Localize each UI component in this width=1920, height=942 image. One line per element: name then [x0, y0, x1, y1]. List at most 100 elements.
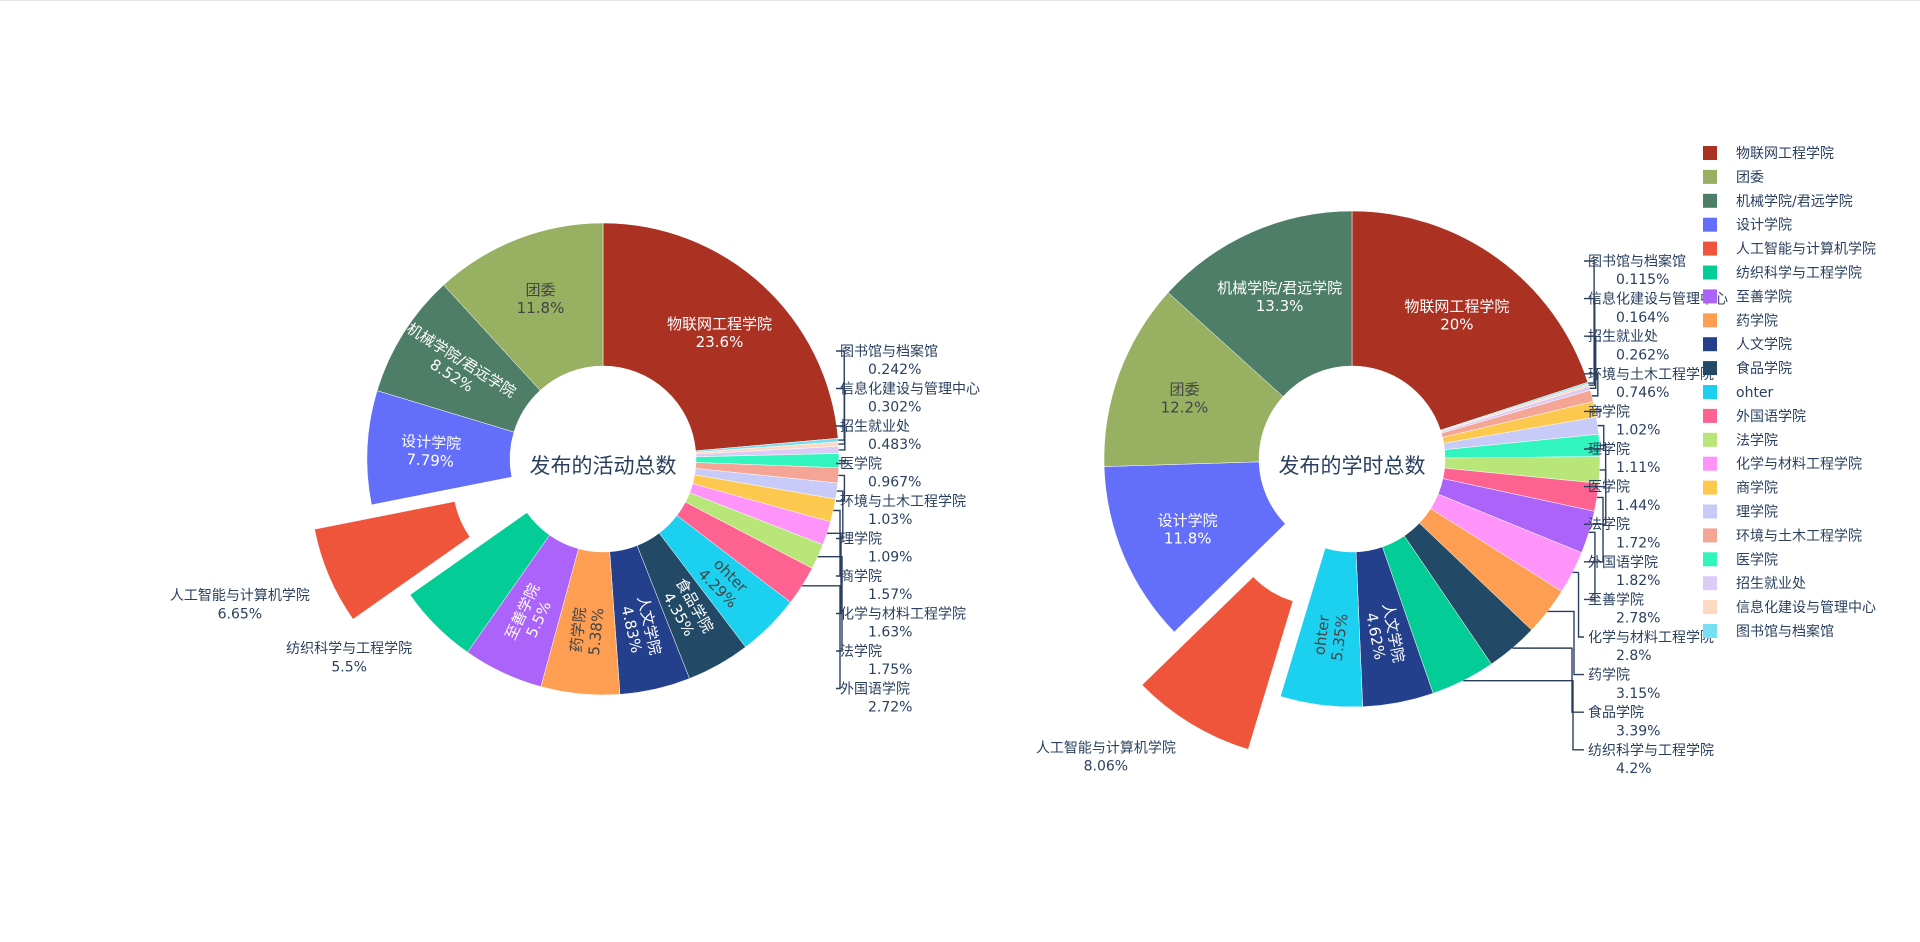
slice-16[interactable] [1280, 547, 1363, 708]
outside-label: 纺织科学与工程学院 4.2% [1588, 743, 1714, 777]
legend-item[interactable]: 招生就业处 [1703, 576, 1806, 592]
legend-item[interactable]: 理学院 [1703, 504, 1778, 521]
legend-item[interactable]: 信息化建设与管理中心 [1703, 599, 1876, 616]
slice-label: 设计学院7.79% [400, 432, 462, 471]
outside-label: 信息化建设与管理中心 0.302% [840, 381, 980, 416]
outside-pct-text: 0.115% [1616, 272, 1669, 288]
leader-line [836, 425, 846, 451]
leader-line [1584, 335, 1597, 390]
legend-item[interactable]: 医学院 [1703, 552, 1778, 568]
outside-pct-text: 1.44% [1616, 498, 1660, 514]
outside-name-text: 法学院 [1588, 517, 1630, 533]
outside-pct-text: 1.75% [868, 662, 912, 678]
slice-pct-text: 13.3% [1256, 297, 1304, 315]
outside-pct-text: 1.63% [868, 625, 912, 641]
legend-label: 纺织科学与工程学院 [1736, 266, 1862, 282]
slice-20[interactable] [443, 222, 604, 391]
outside-name-text: 图书馆与档案馆 [840, 343, 938, 360]
legend-item[interactable]: 机械学院/君远学院 [1703, 193, 1853, 210]
outside-name-text: 商学院 [1588, 404, 1630, 420]
legend-item[interactable]: 团委 [1703, 169, 1764, 186]
leader-line [833, 509, 841, 577]
outside-label: 商学院 1.57% [840, 569, 912, 603]
legend-label: 食品学院 [1736, 360, 1792, 377]
outside-pct-text: 1.02% [1616, 423, 1660, 439]
slice-name-text: 药学院 [567, 607, 589, 654]
legend-swatch [1703, 169, 1717, 184]
outside-name-text: 外国语学院 [840, 682, 910, 698]
legend-label: 人文学院 [1736, 337, 1792, 353]
outside-pct-text: 1.03% [868, 512, 912, 528]
leader-line [1584, 408, 1602, 413]
leader-line [1584, 444, 1607, 488]
legend-swatch [1703, 600, 1717, 615]
legend-label: ohter [1736, 385, 1774, 401]
slice-18[interactable] [1103, 461, 1286, 633]
legend-item[interactable]: 设计学院 [1703, 217, 1792, 234]
legend-item[interactable]: 人工智能与计算机学院 [1703, 241, 1876, 258]
legend-item[interactable]: ohter [1703, 385, 1774, 401]
slice-0[interactable] [602, 222, 839, 452]
legend-swatch [1703, 146, 1717, 160]
slice-name-text: ohter [1310, 613, 1333, 656]
legend: 物联网工程学院团委机械学院/君远学院设计学院人工智能与计算机学院纺织科学与工程学… [1703, 146, 1876, 640]
outside-label: 理学院 1.09% [840, 532, 912, 566]
outside-pct-text: 1.57% [868, 587, 912, 603]
slice-name-text: 机械学院/君远学院 [1217, 279, 1342, 297]
slice-name-text: 设计学院 [401, 432, 462, 453]
outside-label: 商学院 1.02% [1588, 404, 1660, 438]
slice-label: 物联网工程学院 23.6% [667, 315, 772, 351]
legend-item[interactable]: 物联网工程学院 [1703, 146, 1834, 162]
legend-item[interactable]: 环境与土木工程学院 [1703, 528, 1862, 544]
legend-swatch [1703, 241, 1717, 256]
outside-label: 人工智能与计算机学院 6.65% [170, 588, 310, 622]
outside-label: 食品学院 3.39% [1588, 704, 1660, 739]
outside-pct-text: 0.262% [1616, 347, 1669, 363]
legend-item[interactable]: 纺织科学与工程学院 [1703, 265, 1862, 282]
legend-item[interactable]: 商学院 [1703, 480, 1778, 497]
legend-label: 化学与材料工程学院 [1736, 457, 1862, 473]
legend-item[interactable]: 人文学院 [1703, 337, 1792, 353]
legend-swatch [1703, 528, 1717, 543]
outside-pct-text: 3.39% [1616, 723, 1660, 739]
slice-16[interactable] [409, 512, 550, 653]
outside-pct-text: 3.15% [1616, 686, 1660, 702]
legend-item[interactable]: 化学与材料工程学院 [1703, 456, 1862, 473]
legend-label: 信息化建设与管理中心 [1736, 599, 1876, 616]
legend-item[interactable]: 至善学院 [1703, 289, 1792, 305]
legend-item[interactable]: 外国语学院 [1703, 408, 1806, 425]
legend-label: 物联网工程学院 [1736, 146, 1834, 162]
slice-label: 设计学院 11.8% [1158, 512, 1218, 548]
legend-label: 商学院 [1736, 481, 1778, 497]
slice-label: 药学院5.38% [567, 605, 607, 656]
slice-pct-text: 20% [1440, 316, 1473, 334]
legend-swatch [1703, 265, 1717, 280]
slice-pct-text: 11.8% [1164, 530, 1212, 548]
legend-swatch [1703, 456, 1717, 471]
outside-name-text: 化学与材料工程学院 [840, 607, 966, 623]
legend-swatch [1703, 552, 1717, 567]
slice-0[interactable] [1351, 210, 1589, 431]
slice-17[interactable] [314, 501, 471, 620]
slice-19[interactable] [1103, 292, 1284, 467]
leader-line [1584, 297, 1596, 386]
legend-item[interactable]: 法学院 [1703, 432, 1778, 449]
outside-name-text: 医学院 [840, 457, 882, 473]
outside-name-text: 信息化建设与管理中心 [1588, 291, 1728, 308]
outside-pct-text: 2.8% [1616, 648, 1652, 664]
outside-label: 法学院 1.72% [1588, 517, 1660, 551]
legend-item[interactable]: 药学院 [1703, 313, 1778, 329]
slice-20[interactable] [1167, 210, 1353, 397]
legend-label: 机械学院/君远学院 [1736, 194, 1853, 210]
legend-item[interactable]: 食品学院 [1703, 360, 1792, 377]
outside-label: 图书馆与档案馆 0.115% [1588, 253, 1686, 288]
slice-17[interactable] [1141, 576, 1294, 750]
legend-swatch [1703, 337, 1717, 352]
legend-swatch [1703, 217, 1717, 232]
outside-label: 理学院 1.11% [1588, 442, 1660, 476]
legend-item[interactable]: 图书馆与档案馆 [1703, 623, 1834, 640]
outside-label: 图书馆与档案馆 0.242% [840, 343, 938, 378]
slice-name-text: 团委 [525, 281, 555, 299]
outside-pct-text: 8.06% [1084, 759, 1128, 775]
